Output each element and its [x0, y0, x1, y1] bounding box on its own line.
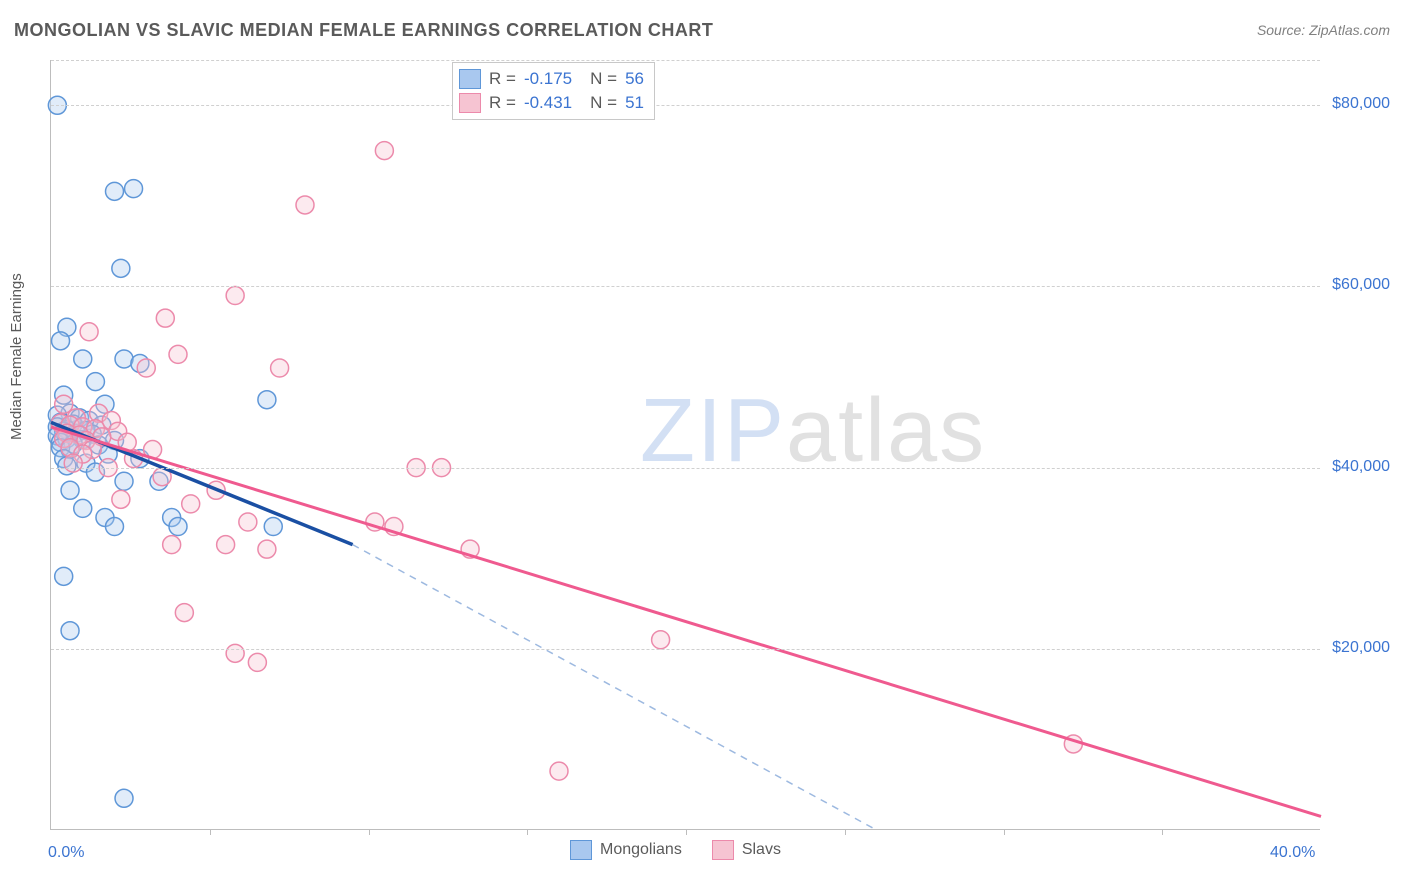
data-point — [169, 345, 187, 363]
legend-item-slavs: Slavs — [712, 840, 781, 860]
data-point — [137, 359, 155, 377]
data-point — [258, 540, 276, 558]
stats-row-slavs: R = -0.431 N = 51 — [459, 91, 644, 115]
data-point — [125, 180, 143, 198]
data-point — [375, 142, 393, 160]
swatch-slavs-icon — [459, 93, 481, 113]
data-point — [226, 644, 244, 662]
legend-swatch-slavs-icon — [712, 840, 734, 860]
data-point — [74, 499, 92, 517]
data-point — [258, 391, 276, 409]
stats-n-mongolians: 56 — [625, 67, 644, 91]
data-point — [248, 653, 266, 671]
data-point — [226, 287, 244, 305]
legend-swatch-mongolians-icon — [570, 840, 592, 860]
y-tick-label: $60,000 — [1310, 276, 1390, 294]
trend-line — [51, 427, 1321, 817]
data-point — [55, 567, 73, 585]
data-point — [61, 481, 79, 499]
y-tick-label: $20,000 — [1310, 639, 1390, 657]
data-point — [64, 454, 82, 472]
stats-label-n: N = — [590, 67, 617, 91]
data-point — [156, 309, 174, 327]
data-point — [217, 536, 235, 554]
legend-item-mongolians: Mongolians — [570, 840, 682, 860]
stats-label-n: N = — [590, 91, 617, 115]
swatch-mongolians-icon — [459, 69, 481, 89]
data-point — [80, 323, 98, 341]
x-axis-min-label: 0.0% — [48, 844, 84, 862]
legend: Mongolians Slavs — [570, 840, 781, 860]
legend-label-slavs: Slavs — [742, 841, 781, 859]
data-point — [271, 359, 289, 377]
data-point — [74, 350, 92, 368]
data-point — [52, 332, 70, 350]
y-tick-label: $40,000 — [1310, 458, 1390, 476]
data-point — [106, 182, 124, 200]
data-point — [296, 196, 314, 214]
y-axis-label: Median Female Earnings — [8, 273, 25, 440]
data-point — [112, 490, 130, 508]
data-point — [86, 373, 104, 391]
y-tick-label: $80,000 — [1310, 95, 1390, 113]
data-point — [239, 513, 257, 531]
plot-svg — [51, 60, 1320, 829]
data-point — [61, 622, 79, 640]
data-point — [163, 536, 181, 554]
chart-title: MONGOLIAN VS SLAVIC MEDIAN FEMALE EARNIN… — [14, 20, 713, 41]
x-axis-max-label: 40.0% — [1270, 844, 1315, 862]
data-point — [550, 762, 568, 780]
legend-label-mongolians: Mongolians — [600, 841, 682, 859]
data-point — [106, 518, 124, 536]
data-point — [182, 495, 200, 513]
stats-row-mongolians: R = -0.175 N = 56 — [459, 67, 644, 91]
data-point — [264, 518, 282, 536]
data-point — [175, 604, 193, 622]
data-point — [112, 259, 130, 277]
stats-r-slavs: -0.431 — [524, 91, 572, 115]
stats-r-mongolians: -0.175 — [524, 67, 572, 91]
chart-container: MONGOLIAN VS SLAVIC MEDIAN FEMALE EARNIN… — [0, 0, 1406, 892]
data-point — [115, 789, 133, 807]
stats-n-slavs: 51 — [625, 91, 644, 115]
data-point — [115, 472, 133, 490]
source-attribution: Source: ZipAtlas.com — [1257, 22, 1390, 38]
plot-area — [50, 60, 1320, 830]
stats-label-r: R = — [489, 91, 516, 115]
stats-label-r: R = — [489, 67, 516, 91]
correlation-stats-box: R = -0.175 N = 56 R = -0.431 N = 51 — [452, 62, 655, 120]
data-point — [169, 518, 187, 536]
trend-line — [353, 545, 877, 830]
data-point — [652, 631, 670, 649]
